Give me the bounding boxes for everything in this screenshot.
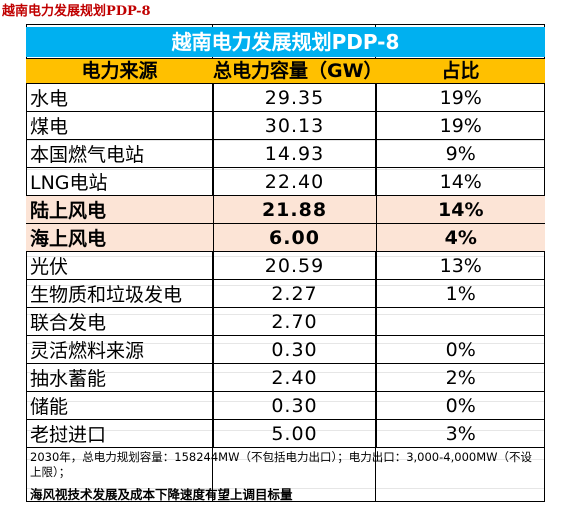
cell-share: 9% — [376, 139, 545, 168]
footer-text: 海风视技术发展及成本下降速度有望上调目标量 — [30, 487, 293, 502]
table-row: 本国燃气电站 14.93 9% — [26, 139, 545, 168]
cell-source: 陆上风电 — [26, 195, 214, 224]
cell-source: 抽水蓄能 — [26, 363, 214, 392]
table-row: 储能 0.30 0% — [26, 391, 545, 420]
cell-share: 4% — [376, 223, 545, 252]
cell-capacity: 5.00 — [213, 419, 377, 448]
cell-source: 生物质和垃圾发电 — [26, 279, 214, 308]
cell-source: 灵活燃料来源 — [26, 335, 214, 364]
cell-capacity: 30.13 — [213, 111, 377, 140]
table-row: 水电 29.35 19% — [26, 84, 545, 112]
cell-share: 19% — [376, 84, 545, 112]
cell-capacity: 2.27 — [213, 279, 377, 308]
cell-share: 14% — [376, 167, 545, 196]
cell-share: 14% — [376, 195, 545, 224]
cell-capacity: 6.00 — [213, 223, 377, 252]
cell-capacity: 2.70 — [213, 307, 377, 336]
table-row: 抽水蓄能 2.40 2% — [26, 363, 545, 392]
cell-capacity: 0.30 — [213, 335, 377, 364]
cell-share — [376, 307, 545, 336]
cell-share: 13% — [376, 251, 545, 280]
cell-source: 老挝进口 — [26, 419, 214, 448]
table-header-row: 电力来源 总电力容量（GW） 占比 — [26, 58, 545, 84]
cell-capacity: 2.40 — [213, 363, 377, 392]
cell-source: 光伏 — [26, 251, 214, 280]
cell-share: 19% — [376, 111, 545, 140]
cell-source: 水电 — [26, 84, 214, 112]
table-row: 灵活燃料来源 0.30 0% — [26, 335, 545, 364]
table-row: LNG电站 22.40 14% — [26, 167, 545, 196]
cell-capacity: 0.30 — [213, 391, 377, 420]
cell-capacity: 14.93 — [213, 139, 377, 168]
cell-share: 0% — [376, 335, 545, 364]
cell-share: 2% — [376, 363, 545, 392]
table-row: 老挝进口 5.00 3% — [26, 419, 545, 448]
cell-capacity: 21.88 — [213, 195, 377, 224]
header-source: 电力来源 — [81, 60, 158, 82]
data-table: 水电 29.35 19% 煤电 30.13 19% 本国燃气电站 14.93 9% LNG电站 22… — [26, 84, 545, 448]
cell-share: 3% — [376, 419, 545, 448]
table-title: 越南电力发展规划PDP-8 — [26, 27, 545, 57]
cell-capacity: 20.59 — [213, 251, 377, 280]
table-row: 联合发电 2.70 — [26, 307, 545, 336]
cell-capacity: 29.35 — [213, 84, 377, 112]
table-row: 生物质和垃圾发电 2.27 1% — [26, 279, 545, 308]
cell-source: LNG电站 — [26, 167, 214, 196]
note-text: 2030年，总电力规划容量：158244MW（不包括电力出口）；电力出口：3,0… — [30, 450, 532, 479]
cell-source: 煤电 — [26, 111, 214, 140]
cell-share: 1% — [376, 279, 545, 308]
table-row: 光伏 20.59 13% — [26, 251, 545, 280]
cell-source: 海上风电 — [26, 223, 214, 252]
cell-share: 0% — [376, 391, 545, 420]
cell-source: 储能 — [26, 391, 214, 420]
cell-source: 联合发电 — [26, 307, 214, 336]
cell-source: 本国燃气电站 — [26, 139, 214, 168]
table-row: 煤电 30.13 19% — [26, 111, 545, 140]
cell-capacity: 22.40 — [213, 167, 377, 196]
table-row: 海上风电 6.00 4% — [26, 223, 545, 252]
header-share: 占比 — [441, 60, 480, 82]
sheet-title: 越南电力发展规划PDP-8 — [2, 4, 151, 19]
header-capacity: 总电力容量（GW） — [213, 60, 383, 82]
table-row: 陆上风电 21.88 14% — [26, 195, 545, 224]
